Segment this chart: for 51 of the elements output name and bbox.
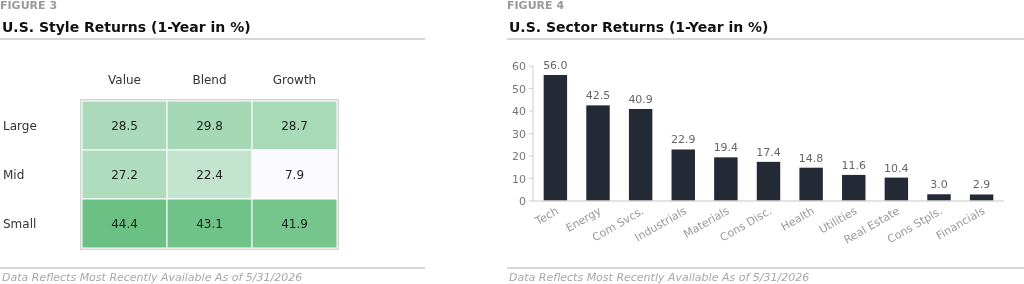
y-tick-label: Mid (3, 167, 25, 182)
data-label: 27.2 (111, 167, 138, 182)
y-tick-label: 60 (512, 60, 526, 73)
data-label: 11.6 (841, 158, 866, 172)
x-tick-label: Blend (192, 73, 227, 87)
data-label: 28.5 (111, 118, 138, 133)
data-label: 10.4 (884, 161, 909, 175)
y-tick-label: Small (3, 216, 37, 231)
data-label: 42.5 (585, 89, 611, 103)
caption: FIGURE 3 (0, 0, 58, 12)
bar (756, 161, 781, 201)
data-label: 29.8 (196, 118, 223, 133)
y-tick-label: Large (3, 118, 37, 133)
y-tick-label: 30 (512, 127, 526, 141)
data-label: 43.1 (196, 216, 223, 231)
chart-title: U.S. Sector Returns (1-Year in %) (509, 19, 769, 35)
x-tick-label: Value (108, 73, 141, 87)
bar (969, 194, 994, 201)
data-label: 17.4 (756, 145, 781, 159)
text: Data Reflects Most Recently Available As of 5/31/2026 (2, 271, 303, 284)
text: Data Reflects Most Recently Available As of 5/31/2026 (509, 271, 810, 284)
data-label: 14.8 (798, 151, 824, 165)
bar (671, 149, 695, 201)
data-label: 7.9 (284, 167, 305, 182)
y-tick-label: 20 (512, 150, 526, 163)
bar (586, 105, 610, 201)
y-tick-label: 10 (512, 172, 526, 186)
bar (714, 157, 738, 201)
chart-title: U.S. Style Returns (1-Year in %) (2, 19, 251, 35)
data-label: 19.4 (713, 141, 739, 155)
bar (543, 75, 568, 201)
data-label: 22.4 (196, 167, 223, 182)
data-label: 3.0 (930, 178, 948, 192)
y-tick-label: 0 (519, 195, 526, 208)
data-label: 28.7 (281, 118, 308, 133)
data-label: 2.9 (972, 178, 991, 192)
data-label: 44.4 (111, 216, 138, 231)
bar (927, 194, 951, 201)
data-label: 56.0 (543, 59, 568, 72)
y-tick-label: 40 (512, 105, 526, 118)
bar (842, 174, 866, 201)
caption: FIGURE 4 (507, 0, 565, 12)
bar (628, 108, 653, 201)
bar (884, 177, 909, 201)
data-label: 22.9 (671, 133, 696, 147)
x-tick-label: Growth (272, 73, 317, 87)
data-label: 40.9 (628, 92, 653, 106)
y-tick-label: 50 (512, 82, 526, 96)
x-tick-label: Tech (532, 204, 561, 229)
bar (799, 167, 823, 201)
data-label: 41.9 (281, 216, 308, 231)
